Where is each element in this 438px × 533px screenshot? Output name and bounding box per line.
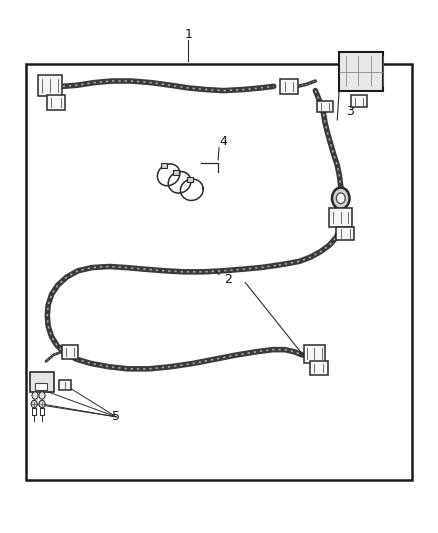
Text: 1: 1 — [184, 28, 192, 41]
Bar — [304, 345, 325, 363]
Text: 2: 2 — [224, 273, 232, 286]
Bar — [47, 95, 65, 110]
Circle shape — [39, 392, 45, 399]
Bar — [26, 64, 412, 480]
Circle shape — [31, 400, 37, 408]
Bar — [59, 379, 71, 390]
Bar — [317, 101, 333, 112]
Bar — [39, 75, 63, 96]
Circle shape — [336, 193, 345, 204]
Bar — [30, 372, 54, 392]
Text: 4: 4 — [219, 135, 227, 148]
Circle shape — [39, 400, 45, 408]
Bar — [310, 361, 328, 375]
Bar — [336, 227, 354, 240]
Bar — [173, 169, 179, 175]
Bar — [187, 176, 193, 182]
Bar — [339, 52, 383, 91]
Text: 3: 3 — [346, 106, 354, 118]
Circle shape — [32, 392, 38, 399]
Bar — [280, 79, 298, 94]
Bar — [35, 383, 47, 390]
Bar — [160, 163, 166, 168]
Bar — [351, 95, 367, 107]
Circle shape — [332, 188, 350, 209]
Bar — [62, 345, 78, 359]
Text: 5: 5 — [112, 410, 120, 423]
Bar — [329, 208, 352, 227]
